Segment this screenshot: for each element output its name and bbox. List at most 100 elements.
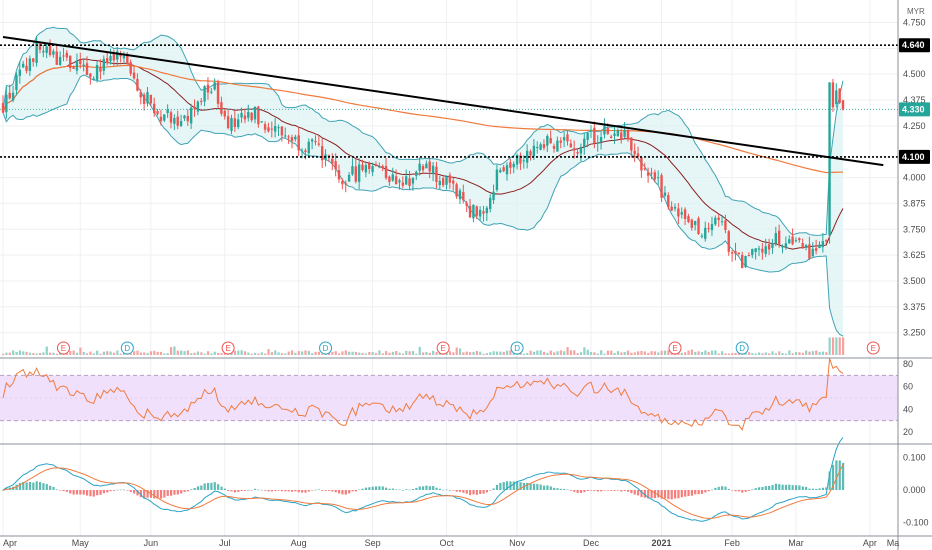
candle-body[interactable] (838, 88, 841, 103)
candle-body[interactable] (747, 254, 751, 256)
candle-body[interactable] (791, 236, 794, 245)
candle-body[interactable] (767, 244, 771, 250)
candle-body[interactable] (371, 166, 374, 173)
candle-body[interactable] (777, 230, 781, 245)
candle-body[interactable] (616, 130, 620, 137)
candle-body[interactable] (532, 145, 536, 157)
candle-body[interactable] (687, 216, 690, 222)
candle-body[interactable] (552, 146, 556, 149)
candle-body[interactable] (79, 59, 82, 65)
candle-body[interactable] (603, 126, 606, 135)
candle-body[interactable] (408, 178, 411, 186)
candle-body[interactable] (482, 211, 485, 214)
candle-body[interactable] (149, 94, 153, 104)
candle-body[interactable] (458, 190, 462, 200)
candle-body[interactable] (717, 217, 720, 220)
candle-body[interactable] (468, 205, 472, 218)
candle-body[interactable] (519, 155, 522, 164)
candle-body[interactable] (109, 55, 112, 62)
candle-body[interactable] (216, 82, 220, 104)
candle-body[interactable] (139, 92, 142, 98)
candle-body[interactable] (828, 82, 831, 236)
candle-body[interactable] (798, 238, 801, 241)
candle-body[interactable] (452, 180, 455, 184)
candle-body[interactable] (11, 92, 15, 101)
candle-body[interactable] (569, 143, 573, 148)
candle-body[interactable] (142, 94, 146, 105)
candle-body[interactable] (730, 252, 734, 254)
candle-body[interactable] (771, 243, 774, 248)
candle-body[interactable] (425, 163, 428, 169)
candle-body[interactable] (835, 90, 838, 105)
candle-body[interactable] (737, 252, 741, 254)
candle-body[interactable] (179, 121, 183, 126)
candle-body[interactable] (344, 183, 347, 185)
candle-body[interactable] (270, 128, 273, 130)
candle-body[interactable] (321, 146, 324, 161)
candle-body[interactable] (529, 151, 532, 156)
candle-body[interactable] (327, 155, 331, 157)
candle-body[interactable] (398, 180, 401, 183)
candle-body[interactable] (102, 58, 105, 71)
candle-body[interactable] (804, 245, 808, 248)
candle-body[interactable] (478, 209, 482, 217)
event-marker[interactable] (56, 341, 70, 355)
candle-body[interactable] (724, 220, 727, 230)
candle-body[interactable] (784, 243, 788, 248)
candle-body[interactable] (69, 55, 72, 69)
candle-body[interactable] (734, 251, 737, 254)
candle-body[interactable] (542, 144, 546, 148)
candle-body[interactable] (267, 127, 270, 132)
candle-body[interactable] (122, 55, 126, 59)
candle-body[interactable] (579, 146, 583, 154)
candle-body[interactable] (92, 78, 95, 80)
candle-body[interactable] (660, 175, 663, 198)
candle-body[interactable] (290, 137, 294, 142)
candle-body[interactable] (112, 53, 116, 61)
candle-body[interactable] (129, 62, 132, 74)
candle-body[interactable] (334, 161, 337, 170)
candle-body[interactable] (462, 192, 465, 201)
candle-body[interactable] (247, 111, 250, 118)
candle-body[interactable] (85, 63, 89, 75)
candle-body[interactable] (213, 82, 216, 90)
candle-body[interactable] (636, 153, 640, 157)
candle-body[interactable] (714, 217, 717, 225)
candle-body[interactable] (337, 170, 341, 180)
event-marker[interactable] (436, 341, 450, 355)
candle-body[interactable] (421, 165, 425, 171)
trendline[interactable] (2, 35, 884, 167)
candle-body[interactable] (304, 150, 307, 153)
candle-body[interactable] (401, 182, 405, 186)
candle-body[interactable] (720, 221, 724, 223)
candle-body[interactable] (663, 192, 667, 196)
candle-body[interactable] (368, 163, 371, 170)
candle-body[interactable] (163, 114, 166, 121)
candle-body[interactable] (633, 150, 636, 155)
candle-body[interactable] (814, 248, 818, 251)
candle-body[interactable] (546, 136, 549, 146)
candle-body[interactable] (441, 178, 445, 186)
candle-body[interactable] (260, 121, 263, 123)
candle-body[interactable] (72, 66, 75, 69)
candle-body[interactable] (193, 106, 196, 109)
candle-body[interactable] (32, 58, 35, 62)
candle-body[interactable] (99, 67, 102, 72)
candle-body[interactable] (132, 72, 136, 79)
candle-body[interactable] (677, 208, 680, 217)
candle-body[interactable] (314, 141, 317, 143)
candle-body[interactable] (515, 154, 519, 165)
candle-body[interactable] (45, 46, 48, 53)
candle-body[interactable] (710, 224, 714, 231)
candle-body[interactable] (52, 51, 55, 55)
candle-body[interactable] (8, 92, 11, 99)
candle-body[interactable] (690, 219, 693, 228)
candle-body[interactable] (670, 206, 673, 211)
candle-body[interactable] (82, 64, 85, 66)
candle-body[interactable] (405, 176, 408, 185)
candle-body[interactable] (361, 164, 364, 171)
candle-body[interactable] (606, 128, 609, 134)
candle-body[interactable] (317, 143, 321, 145)
candle-body[interactable] (549, 138, 552, 144)
candle-body[interactable] (176, 116, 179, 126)
